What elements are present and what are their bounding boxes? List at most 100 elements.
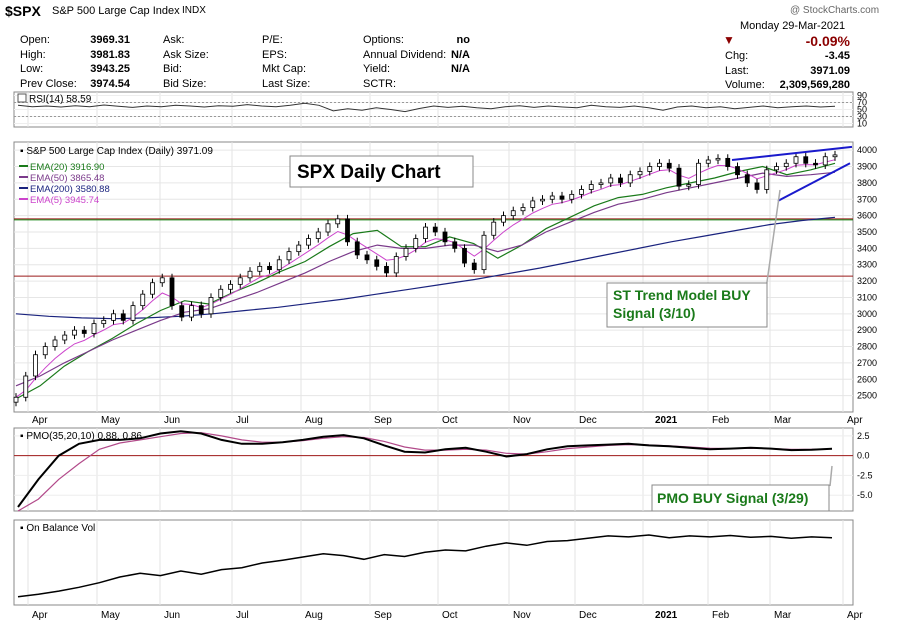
price-candle-74 [735, 166, 740, 176]
fund-label-3: Last Size: [262, 77, 311, 90]
price-candle-5 [62, 334, 68, 341]
rsi-tick-0: 90 [857, 91, 867, 101]
pmo-panel-frame [13, 427, 854, 512]
price-candle-42 [423, 226, 428, 239]
price-candle-18 [189, 305, 194, 318]
price-x-label-9: 2021 [655, 415, 678, 426]
annotation-trend-box [606, 282, 768, 328]
volume-value: 2,309,569,280 [779, 79, 850, 91]
annotation-title: SPX Daily Chart [297, 162, 441, 183]
obv-x-label-9: 2021 [655, 610, 678, 621]
price-candle-61 [608, 177, 614, 184]
obv-x-label-8: Dec [579, 610, 597, 621]
price-candle-13 [140, 293, 146, 307]
obv-x-label-12: Apr [847, 610, 863, 621]
price-candle-65 [647, 166, 653, 172]
pmo-tick-0: 2.5 [857, 431, 870, 441]
change-percent: -0.09% [805, 33, 850, 49]
rsi-line [17, 102, 836, 113]
price-legend-2: EMA(200) 3580.88 [30, 184, 110, 195]
price-candle-77 [764, 169, 770, 190]
price-candle-50 [501, 215, 506, 223]
price-candle-53 [530, 200, 536, 208]
price-legend-3: EMA(5) 3945.74 [30, 195, 99, 206]
price-title: ▪ S&P 500 Large Cap Index (Daily) 3971.0… [20, 146, 213, 157]
pmo-title: ▪ PMO(35,20,10) 0.88, 0.86 [20, 431, 142, 442]
price-candle-10 [111, 313, 116, 321]
obv-x-label-0: Apr [32, 610, 48, 621]
last-label: Last: [725, 65, 749, 77]
annotation-trend-1: Signal (3/10) [613, 305, 695, 321]
price-candle-35 [354, 241, 360, 256]
price-tick-1: 3900 [857, 162, 877, 172]
ask-label-3: Bid Size: [163, 77, 207, 90]
price-candle-23 [237, 277, 243, 285]
price-candle-22 [228, 283, 233, 290]
price-trendline-0 [731, 145, 853, 161]
obv-x-label-2: Jun [164, 610, 180, 621]
price-candle-79 [783, 162, 789, 167]
price-trendline-1 [777, 162, 851, 202]
price-candle-58 [579, 189, 584, 195]
rsi-legend-swatch [17, 93, 27, 103]
fund-label-0: P/E: [262, 34, 283, 46]
stats-label-3: Prev Close: [20, 77, 77, 90]
stats-value-3: 3974.54 [90, 77, 130, 90]
price-candle-12 [130, 305, 136, 321]
price-candle-56 [559, 195, 565, 200]
pmo-line [17, 430, 833, 508]
price-candle-9 [101, 319, 107, 325]
stats-value-0: 3969.31 [90, 34, 130, 46]
price-tick-14: 2600 [857, 374, 877, 384]
pmo-tick-1: 0.0 [857, 451, 870, 461]
price-candle-21 [218, 288, 224, 298]
price-x-label-7: Nov [513, 415, 531, 426]
fund-label-1: EPS: [262, 48, 288, 61]
opts-label-2: Yield: [363, 63, 391, 75]
price-candle-83 [822, 156, 828, 166]
stats-value-1: 3981.83 [90, 48, 130, 61]
price-x-label-11: Mar [774, 415, 792, 426]
price-candle-43 [432, 226, 438, 233]
annotation-pmo: PMO BUY Signal (3/29) [657, 490, 808, 506]
price-candle-19 [198, 305, 204, 315]
price-tick-9: 3100 [857, 292, 877, 302]
price-x-label-4: Aug [305, 415, 323, 426]
price-candle-72 [715, 157, 721, 161]
pmo-tick-2: -2.5 [857, 470, 873, 480]
price-candle-34 [345, 218, 350, 243]
annotation-trend-0: ST Trend Model BUY [613, 287, 751, 303]
obv-x-label-1: May [101, 610, 120, 621]
price-candle-0 [13, 396, 19, 403]
price-candle-17 [179, 305, 185, 318]
opts-value-2: N/A [451, 63, 470, 75]
price-candle-37 [374, 259, 380, 267]
price-candle-8 [91, 323, 97, 334]
price-ema-line-0 [15, 216, 836, 320]
price-candle-84 [832, 154, 838, 158]
opts-value-0: no [456, 34, 470, 46]
price-x-label-6: Oct [442, 415, 458, 426]
price-candle-76 [754, 182, 760, 190]
opts-value-1: N/A [451, 48, 470, 61]
price-tick-5: 3500 [857, 227, 877, 237]
price-candle-81 [803, 156, 809, 164]
price-candle-46 [462, 247, 467, 264]
price-candle-66 [657, 162, 662, 167]
price-candle-52 [520, 207, 526, 212]
price-candle-29 [296, 244, 302, 253]
price-x-label-2: Jun [164, 415, 180, 426]
price-tick-6: 3400 [857, 243, 877, 253]
price-candle-20 [208, 297, 214, 315]
price-x-label-3: Jul [236, 415, 249, 426]
rsi-tick-1: 70 [857, 98, 867, 108]
price-candle-55 [549, 195, 555, 200]
price-candle-70 [696, 162, 701, 185]
price-candle-60 [598, 182, 604, 185]
index-name: S&P 500 Large Cap Index [52, 5, 180, 17]
price-candle-31 [315, 231, 321, 239]
fund-label-2: Mkt Cap: [262, 63, 307, 75]
price-candle-1 [23, 375, 29, 398]
